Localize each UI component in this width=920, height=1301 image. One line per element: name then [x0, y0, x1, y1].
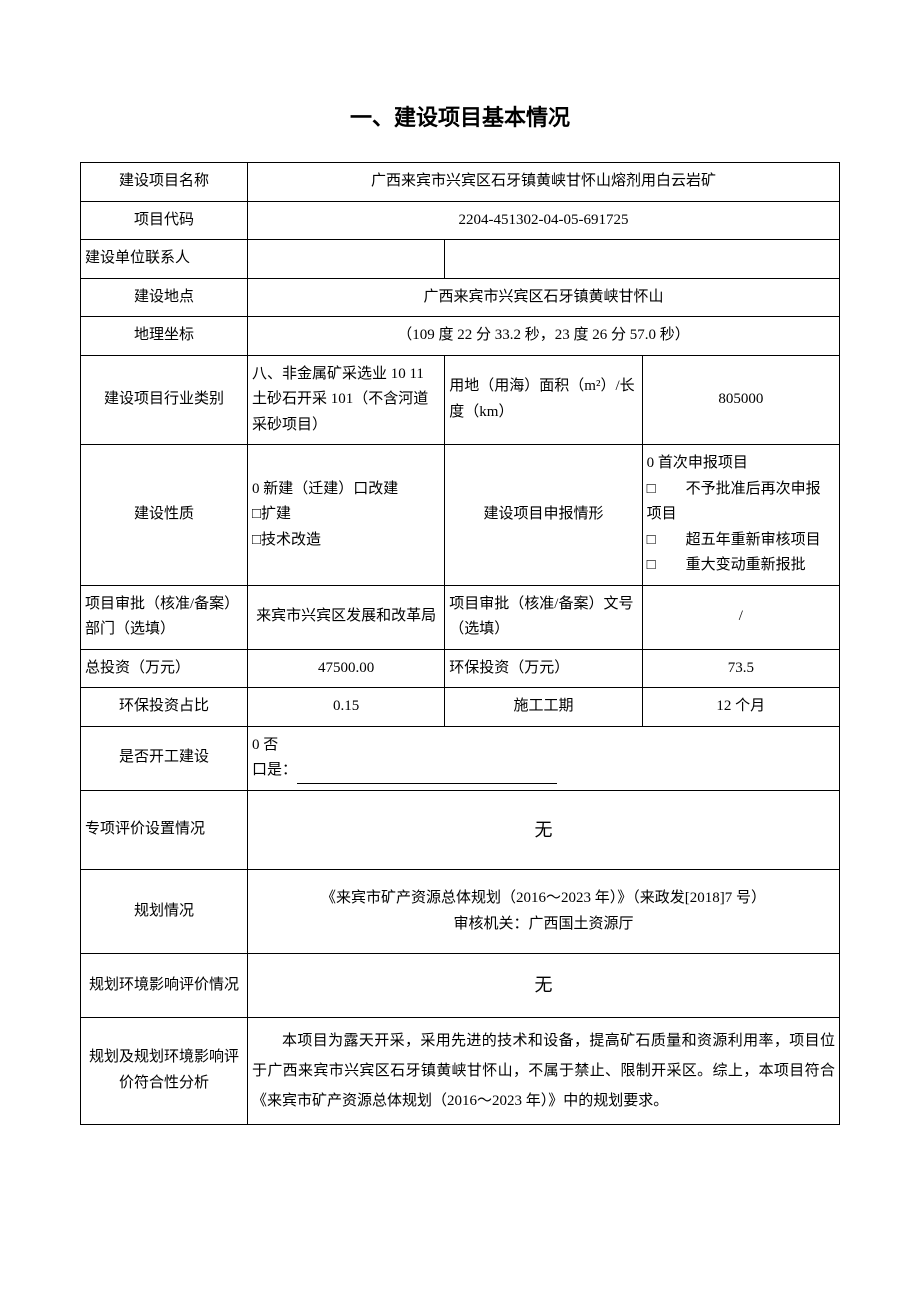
table-row: 是否开工建设 0 否 口是： — [81, 726, 840, 790]
table-row: 规划情况 《来宾市矿产资源总体规划（2016～2023 年）》（来政发[2018… — [81, 870, 840, 954]
label-coords: 地理坐标 — [81, 317, 248, 356]
table-row: 专项评价设置情况 无 — [81, 790, 840, 870]
label-declare-type: 建设项目申报情形 — [445, 445, 642, 586]
value-compliance: 本项目为露天开采，采用先进的技术和设备，提高矿石质量和资源利用率，项目位于广西来… — [247, 1017, 839, 1124]
table-row: 建设单位联系人 — [81, 240, 840, 279]
value-special-eval: 无 — [247, 790, 839, 870]
value-area: 805000 — [642, 355, 839, 445]
planning-line2: 审核机关：广西国土资源厅 — [254, 912, 833, 938]
value-contact-2 — [445, 240, 840, 279]
label-planning: 规划情况 — [81, 870, 248, 954]
value-env-invest: 73.5 — [642, 649, 839, 688]
value-planning: 《来宾市矿产资源总体规划（2016～2023 年）》（来政发[2018]7 号）… — [247, 870, 839, 954]
value-nature: 0 新建（迁建）口改建 □扩建 □技术改造 — [247, 445, 444, 586]
checkbox-option: 0 新建（迁建）口改建 — [252, 477, 438, 503]
label-env-ratio: 环保投资占比 — [81, 688, 248, 727]
label-env-invest: 环保投资（万元） — [445, 649, 642, 688]
page-title: 一、建设项目基本情况 — [80, 100, 840, 132]
value-started: 0 否 口是： — [247, 726, 839, 790]
checkbox-option: □ 不予批准后再次申报项目 — [647, 477, 833, 528]
label-duration: 施工工期 — [445, 688, 642, 727]
value-industry: 八、非金属矿采选业 10 11 土砂石开采 101（不含河道采砂项目） — [247, 355, 444, 445]
label-nature: 建设性质 — [81, 445, 248, 586]
label-special-eval: 专项评价设置情况 — [81, 790, 248, 870]
label-plan-eia: 规划环境影响评价情况 — [81, 954, 248, 1018]
value-coords: （109 度 22 分 33.2 秒，23 度 26 分 57.0 秒） — [247, 317, 839, 356]
label-location: 建设地点 — [81, 278, 248, 317]
value-declare-type: 0 首次申报项目 □ 不予批准后再次申报项目 □ 超五年重新审核项目 □ 重大变… — [642, 445, 839, 586]
table-row: 规划环境影响评价情况 无 — [81, 954, 840, 1018]
value-contact-1 — [247, 240, 444, 279]
label-project-name: 建设项目名称 — [81, 163, 248, 202]
checkbox-option-yes: 口是： — [252, 758, 833, 784]
value-total-invest: 47500.00 — [247, 649, 444, 688]
table-row: 建设项目行业类别 八、非金属矿采选业 10 11 土砂石开采 101（不含河道采… — [81, 355, 840, 445]
value-project-code: 2204-451302-04-05-691725 — [247, 201, 839, 240]
value-approval-no: / — [642, 585, 839, 649]
table-row: 地理坐标 （109 度 22 分 33.2 秒，23 度 26 分 57.0 秒… — [81, 317, 840, 356]
underline-blank — [297, 768, 557, 784]
label-area: 用地（用海）面积（m²）/长度（km） — [445, 355, 642, 445]
checkbox-option: 0 首次申报项目 — [647, 451, 833, 477]
table-row: 项目代码 2204-451302-04-05-691725 — [81, 201, 840, 240]
value-project-name: 广西来宾市兴宾区石牙镇黄峡甘怀山熔剂用白云岩矿 — [247, 163, 839, 202]
label-total-invest: 总投资（万元） — [81, 649, 248, 688]
table-row: 建设性质 0 新建（迁建）口改建 □扩建 □技术改造 建设项目申报情形 0 首次… — [81, 445, 840, 586]
checkbox-option: □扩建 — [252, 502, 438, 528]
label-industry: 建设项目行业类别 — [81, 355, 248, 445]
value-location: 广西来宾市兴宾区石牙镇黄峡甘怀山 — [247, 278, 839, 317]
label-compliance: 规划及规划环境影响评价符合性分析 — [81, 1017, 248, 1124]
label-contact: 建设单位联系人 — [81, 240, 248, 279]
label-project-code: 项目代码 — [81, 201, 248, 240]
table-row: 建设项目名称 广西来宾市兴宾区石牙镇黄峡甘怀山熔剂用白云岩矿 — [81, 163, 840, 202]
label-started: 是否开工建设 — [81, 726, 248, 790]
table-row: 总投资（万元） 47500.00 环保投资（万元） 73.5 — [81, 649, 840, 688]
table-row: 项目审批（核准/备案）部门（选填） 来宾市兴宾区发展和改革局 项目审批（核准/备… — [81, 585, 840, 649]
planning-line1: 《来宾市矿产资源总体规划（2016～2023 年）》（来政发[2018]7 号） — [254, 886, 833, 912]
checkbox-option: □技术改造 — [252, 528, 438, 554]
value-env-ratio: 0.15 — [247, 688, 444, 727]
table-row: 环保投资占比 0.15 施工工期 12 个月 — [81, 688, 840, 727]
label-approval-no: 项目审批（核准/备案）文号（选填） — [445, 585, 642, 649]
value-plan-eia: 无 — [247, 954, 839, 1018]
checkbox-option: □ 重大变动重新报批 — [647, 553, 833, 579]
opt-yes-text: 口是： — [252, 762, 297, 778]
table-row: 建设地点 广西来宾市兴宾区石牙镇黄峡甘怀山 — [81, 278, 840, 317]
project-info-table: 建设项目名称 广西来宾市兴宾区石牙镇黄峡甘怀山熔剂用白云岩矿 项目代码 2204… — [80, 162, 840, 1125]
label-approval-dept: 项目审批（核准/备案）部门（选填） — [81, 585, 248, 649]
value-duration: 12 个月 — [642, 688, 839, 727]
checkbox-option: □ 超五年重新审核项目 — [647, 528, 833, 554]
checkbox-option-no: 0 否 — [252, 733, 833, 759]
value-approval-dept: 来宾市兴宾区发展和改革局 — [247, 585, 444, 649]
table-row: 规划及规划环境影响评价符合性分析 本项目为露天开采，采用先进的技术和设备，提高矿… — [81, 1017, 840, 1124]
